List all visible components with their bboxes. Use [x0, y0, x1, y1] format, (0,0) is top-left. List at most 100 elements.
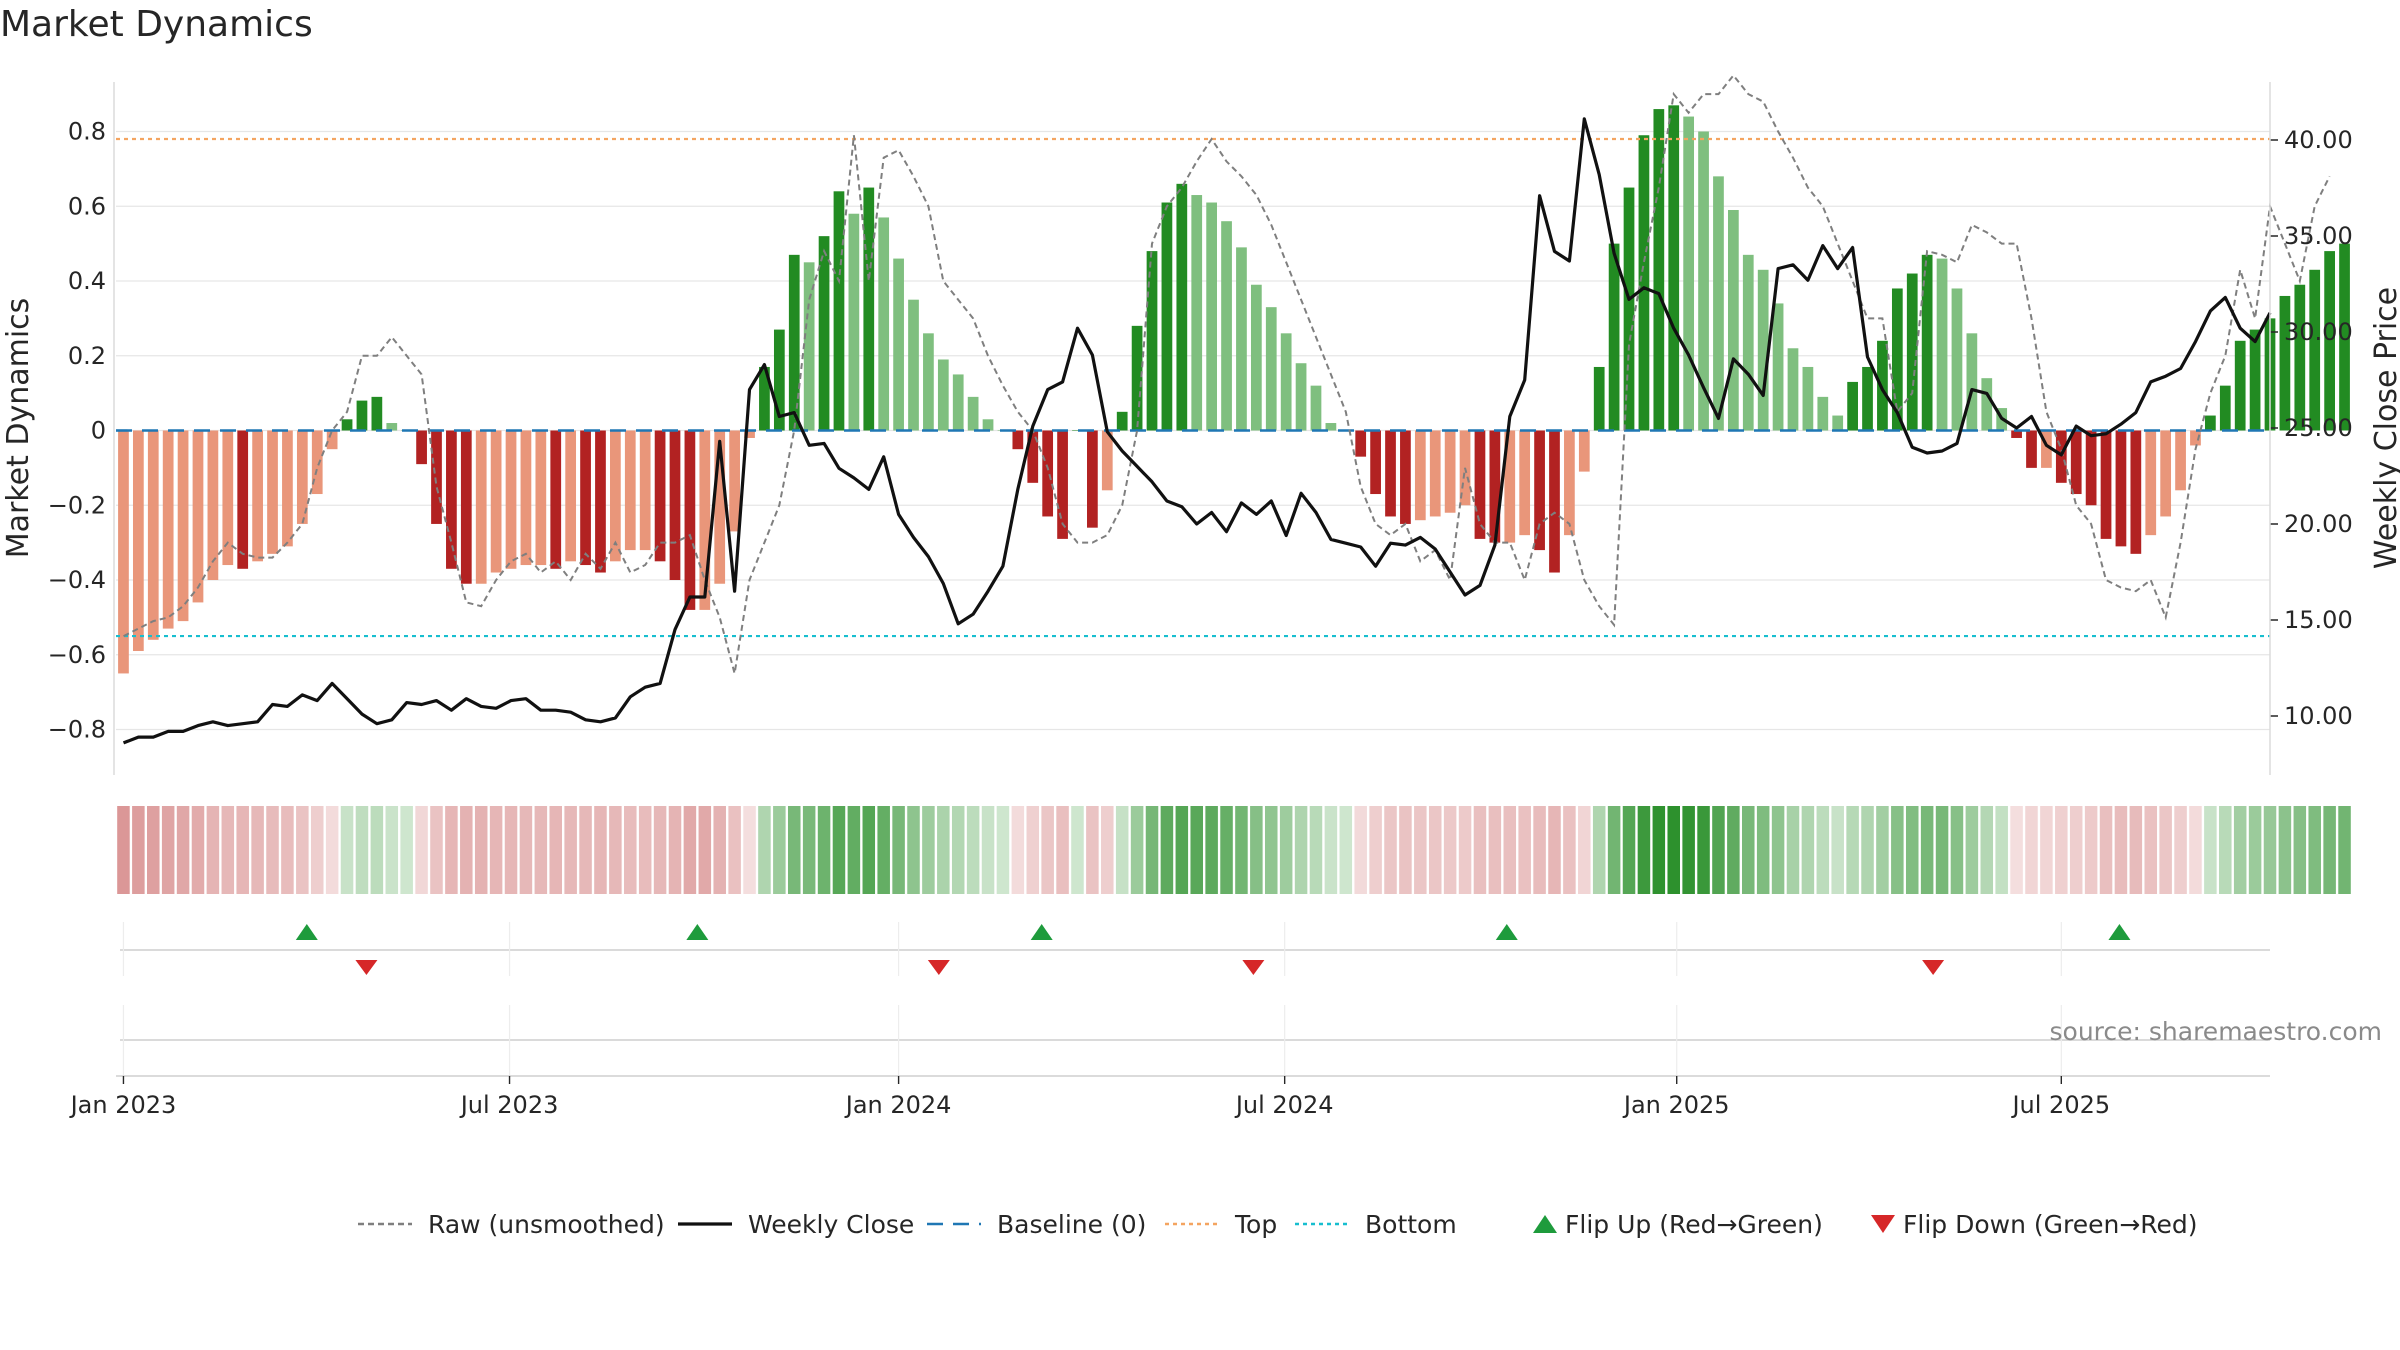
heat-cell: [385, 806, 399, 894]
heat-cell: [2189, 806, 2202, 894]
dynamics-bar: [1698, 131, 1709, 431]
heat-cell: [1563, 806, 1576, 894]
heat-cell: [1622, 806, 1636, 894]
legend-label: Weekly Close: [748, 1210, 914, 1239]
dynamics-bar: [1161, 202, 1173, 431]
heat-cell: [430, 806, 443, 894]
heat-cell: [951, 806, 965, 894]
dynamics-bar: [311, 430, 323, 495]
heat-cell: [2055, 806, 2068, 894]
heat-cell: [1041, 806, 1054, 894]
heat-cell: [2040, 806, 2053, 894]
heat-cell: [370, 806, 384, 894]
dynamics-bar: [1236, 247, 1247, 431]
axes: −0.8 −0.6 −0.4 −0.2 0 0.2 0.4 0.6 0.8 10.00 15.00 2…: [1, 82, 2400, 775]
legend-item: Bottom: [1295, 1210, 1457, 1239]
heat-cell: [1071, 806, 1084, 894]
dynamics-bar: [1355, 430, 1367, 457]
legend-label: Flip Up (Red→Green): [1565, 1210, 1823, 1239]
dynamics-bar: [1400, 430, 1411, 524]
y2-tick-label: 20.00: [2284, 510, 2353, 538]
legend-item: Flip Up (Red→Green): [1533, 1210, 1823, 1239]
heat-cell: [1935, 806, 1949, 894]
dynamics-bar: [1072, 430, 1083, 431]
heat-cell: [474, 806, 488, 894]
heat-cell: [758, 806, 771, 894]
dynamics-bar: [1429, 430, 1441, 517]
dynamics-bar: [818, 236, 830, 431]
dynamics-bar: [565, 430, 577, 562]
dynamics-bar: [207, 430, 219, 580]
heat-cell: [147, 806, 160, 894]
heat-cell: [310, 806, 324, 894]
regime-heat-strip: [117, 806, 2351, 894]
dynamics-bar: [341, 419, 353, 431]
dynamics-bar: [2070, 430, 2082, 495]
dynamics-bar: [132, 430, 144, 652]
dynamics-bar: [1221, 221, 1232, 431]
heat-cell: [892, 806, 905, 894]
heat-cell: [579, 806, 592, 894]
source-label: source: sharemaestro.com: [2050, 1017, 2383, 1046]
dynamics-bar: [475, 430, 487, 584]
dynamics-bar: [1191, 195, 1203, 431]
heat-cell: [1399, 806, 1412, 894]
heat-cell: [221, 806, 235, 894]
dynamics-bar: [1370, 430, 1381, 495]
heat-cell: [1235, 806, 1248, 894]
dynamics-bar: [222, 430, 234, 566]
dynamics-bar: [639, 430, 651, 551]
heat-cell: [2233, 806, 2247, 894]
dynamics-bar: [267, 430, 278, 554]
flip-down-marker: [1922, 960, 1945, 975]
heat-cell: [251, 806, 264, 894]
heat-cell: [1727, 806, 1740, 894]
flip-up-marker: [1495, 924, 1518, 940]
dynamics-bar: [2100, 430, 2112, 539]
dynamics-bar: [1847, 381, 1858, 431]
dynamics-bar: [1787, 348, 1799, 431]
dynamics-bar: [1414, 430, 1426, 521]
heat-cell: [504, 806, 518, 894]
dynamics-bar: [1564, 430, 1575, 536]
dynamics-bar: [699, 430, 711, 610]
heat-cell: [2159, 806, 2172, 894]
heat-cell: [2338, 806, 2351, 894]
legend: Raw (unsmoothed) Weekly Close Baseline (0)…: [358, 1210, 2198, 1239]
heat-cell: [1652, 806, 1666, 894]
flip-down-marker: [355, 960, 378, 975]
heat-cell: [1443, 806, 1457, 894]
dynamics-bar: [2055, 430, 2067, 483]
heat-cell: [1637, 806, 1651, 894]
weekly-close-series: [122, 117, 2272, 745]
dynamics-bar: [2115, 430, 2127, 547]
heat-cell: [206, 806, 220, 894]
heat-cell: [2174, 806, 2187, 894]
dynamics-bar: [1906, 273, 1918, 431]
dynamics-bar: [1593, 366, 1605, 431]
heat-cell: [981, 806, 995, 894]
dynamics-bar: [2175, 430, 2186, 491]
x-tick-label: Jan 2023: [69, 1091, 177, 1119]
dynamics-bar: [2160, 430, 2172, 517]
dynamics-bars: [118, 105, 2350, 674]
dynamics-bar: [1653, 109, 1665, 431]
heat-cell: [2069, 806, 2083, 894]
legend-label: Raw (unsmoothed): [428, 1210, 665, 1239]
legend-item: Top: [1165, 1210, 1277, 1239]
heat-cell: [877, 806, 890, 894]
dynamics-bar: [1474, 430, 1486, 539]
heat-cell: [1056, 806, 1069, 894]
heat-cell: [2219, 806, 2232, 894]
dynamics-bar: [431, 430, 442, 524]
heat-cell: [1324, 806, 1338, 894]
dynamics-bar: [2294, 284, 2306, 431]
heat-cell: [1980, 806, 1994, 894]
dynamics-bar: [1385, 430, 1396, 517]
heat-cell: [340, 806, 354, 894]
flip-up-marker: [295, 924, 318, 940]
dynamics-bar: [1713, 176, 1724, 431]
heat-cell: [1309, 806, 1323, 894]
dynamics-bar: [2011, 430, 2022, 438]
heat-cell: [996, 806, 1010, 894]
